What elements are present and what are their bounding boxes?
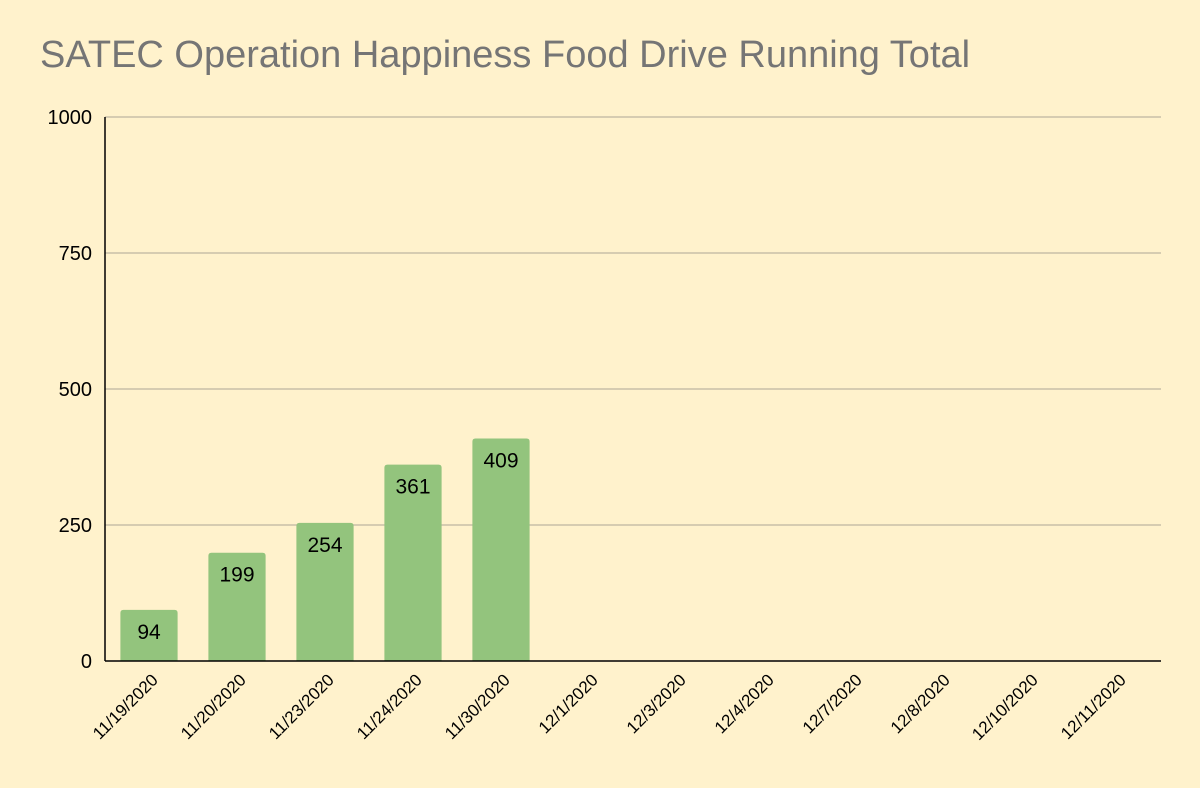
y-tick-label: 0 — [81, 651, 92, 673]
bar — [384, 464, 442, 661]
bar — [208, 552, 266, 661]
x-tick-label: 11/30/2020 — [441, 670, 514, 743]
y-tick-label: 750 — [59, 243, 92, 265]
x-tick-label: 12/8/2020 — [887, 670, 954, 737]
x-tick-label: 11/24/2020 — [353, 670, 426, 743]
x-tick-label: 12/3/2020 — [623, 670, 690, 737]
bar — [296, 522, 354, 661]
x-tick-label: 12/1/2020 — [535, 670, 602, 737]
x-tick-label: 11/20/2020 — [177, 670, 250, 743]
data-label: 254 — [307, 534, 342, 557]
y-tick-label: 1000 — [48, 107, 93, 129]
data-label: 94 — [137, 621, 161, 644]
data-label: 199 — [219, 564, 254, 587]
x-tick-label: 12/10/2020 — [968, 670, 1042, 744]
x-tick-label: 11/19/2020 — [89, 670, 162, 743]
y-tick-label: 500 — [59, 379, 92, 401]
x-tick-label: 12/7/2020 — [799, 670, 866, 737]
bar — [472, 438, 530, 661]
data-label: 409 — [483, 450, 518, 473]
x-tick-label: 12/11/2020 — [1057, 670, 1130, 743]
y-tick-label: 250 — [59, 515, 92, 537]
chart-title: SATEC Operation Happiness Food Drive Run… — [40, 34, 971, 76]
data-label: 361 — [395, 476, 430, 499]
x-tick-label: 11/23/2020 — [265, 670, 338, 743]
x-tick-label: 12/4/2020 — [711, 670, 778, 737]
bar — [120, 609, 178, 661]
